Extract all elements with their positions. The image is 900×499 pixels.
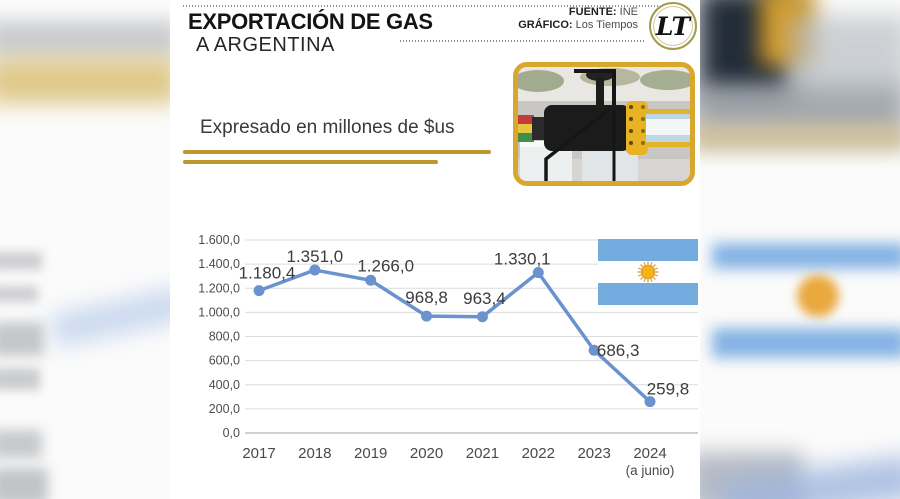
data-label: 1.180,4 bbox=[239, 264, 296, 283]
data-point bbox=[476, 311, 488, 323]
data-line bbox=[257, 268, 652, 404]
data-label: 963,4 bbox=[463, 289, 506, 308]
data-point bbox=[253, 285, 265, 297]
x-axis-label: 2022 bbox=[522, 445, 555, 462]
data-label: 259,8 bbox=[647, 380, 690, 399]
bg-flag-stripe bbox=[712, 328, 900, 358]
data-points bbox=[253, 264, 656, 408]
bg-blue-streak bbox=[49, 286, 190, 348]
bg-gray-band bbox=[0, 20, 178, 58]
credit-line: GRÁFICO: Los Tiempos bbox=[518, 19, 638, 32]
y-axis-labels: 1.600,0 1.400,0 1.200,0 1.000,0 800,0 600,0 40… bbox=[198, 233, 240, 440]
data-label: 1.351,0 bbox=[286, 247, 343, 266]
x-axis-label: 2021 bbox=[466, 445, 499, 462]
x-axis-label: 2019 bbox=[354, 445, 387, 462]
x-axis-label: 2020 bbox=[410, 445, 443, 462]
bg-flag-sun bbox=[797, 275, 839, 317]
credit-label: GRÁFICO: bbox=[518, 19, 573, 31]
data-label: 1.266,0 bbox=[357, 256, 414, 275]
x-axis-label: 2017 bbox=[242, 445, 275, 462]
data-point bbox=[309, 264, 321, 276]
chart-units-caption: Expresado en millones de $us bbox=[200, 117, 455, 138]
data-point bbox=[588, 344, 600, 356]
dotted-rule-middle bbox=[400, 40, 645, 42]
x-axis-label: 2024 bbox=[633, 445, 666, 462]
logo-text: LT bbox=[655, 11, 691, 41]
source-value: INE bbox=[616, 6, 638, 18]
source-credit: FUENTE: INE GRÁFICO: Los Tiempos bbox=[518, 6, 638, 32]
data-point bbox=[532, 267, 544, 279]
bg-flag-stripe bbox=[712, 243, 900, 269]
line-chart: 1.600,0 1.400,0 1.200,0 1.000,0 800,0 600,0 40… bbox=[198, 233, 698, 478]
x-axis-label: 2018 bbox=[298, 445, 331, 462]
page-title: EXPORTACIÓN DE GAS bbox=[188, 9, 433, 34]
data-labels: 1.180,41.351,0 1.266,0 968,8 963,4 1.330,1 68… bbox=[239, 247, 690, 399]
gold-underline-short bbox=[183, 160, 438, 164]
los-tiempos-logo: LT bbox=[649, 2, 697, 50]
x-axis-labels: 2017 2018 2019 2020 2021 2022 2023 2024(a junio… bbox=[242, 445, 674, 478]
bg-gray-blob bbox=[790, 15, 900, 95]
svg-text:600,0: 600,0 bbox=[209, 354, 240, 368]
data-point bbox=[644, 396, 656, 408]
svg-text:1.600,0: 1.600,0 bbox=[198, 233, 240, 247]
svg-text:1.400,0: 1.400,0 bbox=[198, 257, 240, 271]
data-point bbox=[365, 274, 377, 286]
data-label: 686,3 bbox=[597, 341, 640, 360]
bg-text-bar bbox=[0, 252, 42, 270]
svg-text:800,0: 800,0 bbox=[209, 330, 240, 344]
bg-tan-band bbox=[692, 124, 900, 152]
bg-gold-band bbox=[0, 58, 178, 104]
data-label: 968,8 bbox=[405, 288, 448, 307]
svg-text:1.000,0: 1.000,0 bbox=[198, 305, 240, 319]
x-axis-note: (a junio) bbox=[626, 463, 675, 478]
x-axis-label: 2023 bbox=[577, 445, 610, 462]
svg-text:200,0: 200,0 bbox=[209, 402, 240, 416]
bg-text-bar bbox=[0, 430, 42, 458]
pipeline-photo bbox=[513, 62, 695, 186]
source-line: FUENTE: INE bbox=[518, 6, 638, 19]
svg-text:0,0: 0,0 bbox=[223, 426, 240, 440]
gold-underline-long bbox=[183, 150, 491, 154]
svg-text:1.200,0: 1.200,0 bbox=[198, 281, 240, 295]
content-panel: EXPORTACIÓN DE GAS A ARGENTINA FUENTE: I… bbox=[170, 0, 700, 499]
argentina-flag bbox=[598, 239, 698, 305]
data-label: 1.330,1 bbox=[494, 250, 551, 269]
sun-of-may-icon bbox=[637, 261, 659, 283]
source-label: FUENTE: bbox=[568, 6, 617, 18]
bg-text-bar bbox=[0, 286, 38, 302]
svg-text:400,0: 400,0 bbox=[209, 378, 240, 392]
pipeline-photo-illustration bbox=[518, 67, 690, 181]
dotted-rule-top bbox=[183, 5, 658, 7]
bg-text-bar bbox=[0, 322, 44, 356]
credit-value: Los Tiempos bbox=[572, 19, 638, 31]
bg-text-bar bbox=[0, 468, 48, 499]
page-subtitle-line: A ARGENTINA bbox=[196, 34, 335, 56]
bg-text-bar bbox=[0, 368, 40, 390]
data-point bbox=[421, 310, 433, 322]
